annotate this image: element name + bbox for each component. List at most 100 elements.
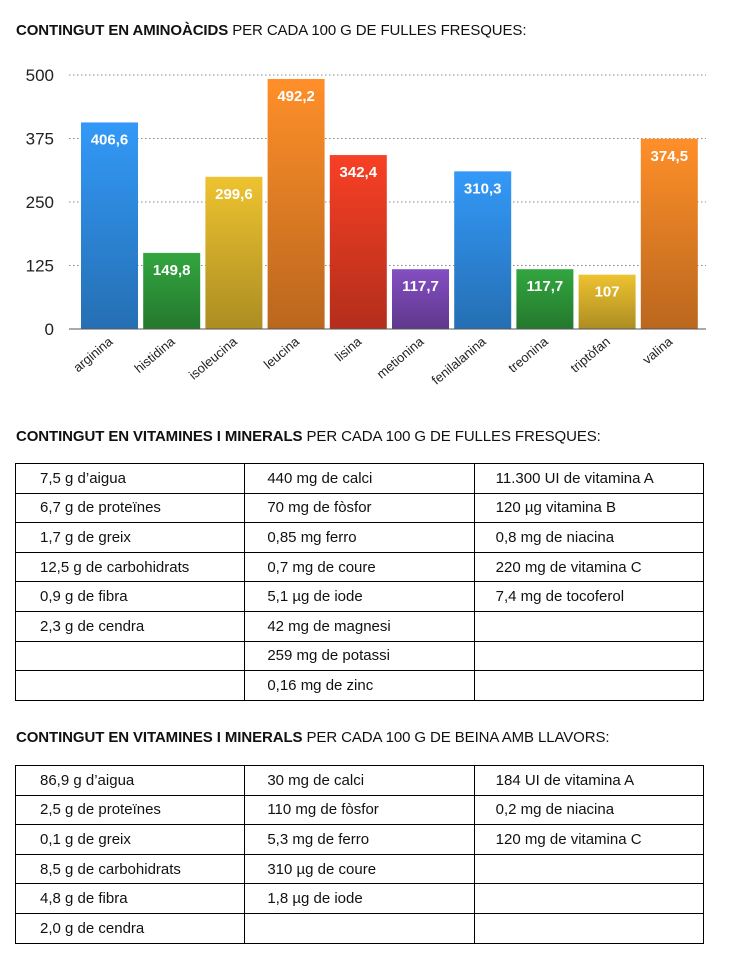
x-axis-tick-labels: arginina histidina isoleucina leucina lisina… <box>70 333 675 387</box>
table-cell: 5,3 mg de ferro <box>244 824 475 855</box>
table-cell: 259 mg de potassi <box>244 640 475 672</box>
table-cell: 0,2 mg de niacina <box>473 794 705 826</box>
table-cell: 42 mg de magnesi <box>244 610 475 642</box>
bar-value-label: 374,5 <box>651 148 689 165</box>
table-cell: 0,9 g de fibra <box>14 581 246 612</box>
amino-acids-heading: CONTINGUT EN AMINOÀCIDS PER CADA 100 G D… <box>16 22 527 39</box>
pod-vitamins-minerals-heading: CONTINGUT EN VITAMINES I MINERALS PER CA… <box>16 729 610 746</box>
x-tick-label: isoleucina <box>186 333 241 382</box>
leaves-nutrients-table: 7,5 g d’aigua 440 mg de calci 11.300 UI de… <box>14 463 705 701</box>
bar-fenilalanina <box>454 171 512 329</box>
table-cell: 7,4 mg de tocoferol <box>473 581 705 612</box>
heading-bold-part: CONTINGUT EN VITAMINES I MINERALS <box>16 428 303 445</box>
table-cell: 2,5 g de proteïnes <box>14 794 246 826</box>
x-tick-label: treonina <box>505 333 551 375</box>
table-cell: 11.300 UI de vitamina A <box>473 463 705 494</box>
heading-bold-part: CONTINGUT EN AMINOÀCIDS <box>16 22 229 39</box>
pod-nutrients-table: 86,9 g d’aigua 30 mg de calci 184 UI de vi… <box>14 765 705 944</box>
y-tick-label: 0 <box>45 320 54 339</box>
table-cell <box>473 610 705 642</box>
bar-value-label: 299,6 <box>215 186 253 203</box>
bar-value-label: 310,3 <box>464 180 502 197</box>
x-tick-label: metionina <box>374 333 427 381</box>
table-cell: 0,7 mg de coure <box>244 551 475 583</box>
table-cell: 86,9 g d’aigua <box>14 765 246 796</box>
bar-value-label: 406,6 <box>91 131 129 148</box>
table-cell: 5,1 µg de iode <box>244 581 475 612</box>
x-tick-label: leucina <box>261 333 303 371</box>
table-cell: 220 mg de vitamina C <box>473 551 705 583</box>
table-row: 2,5 g de proteïnes 110 mg de fòsfor 0,2 mg… <box>14 794 705 826</box>
bar-isoleucina <box>205 176 263 329</box>
y-tick-label: 250 <box>26 193 54 212</box>
bar-value-label: 107 <box>595 284 620 301</box>
table-cell: 120 mg de vitamina C <box>473 824 705 855</box>
x-tick-label: fenilalanina <box>429 333 490 387</box>
table-row: 7,5 g d’aigua 440 mg de calci 11.300 UI de… <box>14 463 705 494</box>
table-row: 8,5 g de carbohidrats 310 µg de coure <box>14 853 705 885</box>
table-cell: 120 µg vitamina B <box>473 492 705 524</box>
heading-bold-part: CONTINGUT EN VITAMINES I MINERALS <box>16 729 303 746</box>
table-cell: 0,85 mg ferro <box>244 522 475 553</box>
table-cell <box>473 883 705 914</box>
table-cell <box>473 853 705 885</box>
table-cell <box>244 912 475 944</box>
table-cell <box>14 640 246 672</box>
x-tick-label: arginina <box>70 333 116 375</box>
x-tick-label: valina <box>640 333 676 367</box>
table-row: 2,3 g de cendra 42 mg de magnesi <box>14 610 705 642</box>
table-cell: 8,5 g de carbohidrats <box>14 853 246 885</box>
bar-value-label: 117,7 <box>402 278 439 295</box>
bar-metionina <box>392 269 449 329</box>
table-row: 1,7 g de greix 0,85 mg ferro 0,8 mg de nia… <box>14 522 705 553</box>
table-cell: 70 mg de fòsfor <box>244 492 475 524</box>
y-tick-label: 500 <box>26 66 54 85</box>
bar-arginina <box>81 122 138 329</box>
table-cell: 184 UI de vitamina A <box>473 765 705 796</box>
table-cell: 2,3 g de cendra <box>14 610 246 642</box>
table-row: 0,9 g de fibra 5,1 µg de iode 7,4 mg de to… <box>14 581 705 612</box>
bar-triptòfan <box>578 274 636 329</box>
table-cell: 7,5 g d’aigua <box>14 463 246 494</box>
bar-value-label: 117,7 <box>527 278 564 295</box>
table-cell: 4,8 g de fibra <box>14 883 246 914</box>
table-cell <box>473 670 705 701</box>
table-cell: 1,8 µg de iode <box>244 883 475 914</box>
chart-gridlines <box>69 74 706 266</box>
table-cell: 30 mg de calci <box>244 765 475 796</box>
bar-valina <box>640 138 698 329</box>
heading-rest-part: PER CADA 100 G DE BEINA AMB LLAVORS: <box>302 729 610 746</box>
table-cell: 1,7 g de greix <box>14 522 246 553</box>
bar-value-label: 492,2 <box>277 88 315 105</box>
amino-acids-bar-chart: 0 125 250 375 500 406,6 149,8 299,6 492,2 342,4 1… <box>26 66 706 388</box>
table-row: 86,9 g d’aigua 30 mg de calci 184 UI de vi… <box>14 765 705 796</box>
chart-bars: 406,6 149,8 299,6 492,2 342,4 117,7 310,3 117,7… <box>81 78 698 329</box>
table-row: 6,7 g de proteïnes 70 mg de fòsfor 120 µg … <box>14 492 705 524</box>
table-row: 259 mg de potassi <box>14 640 705 672</box>
table-row: 0,16 mg de zinc <box>14 670 705 701</box>
heading-rest-part: PER CADA 100 G DE FULLES FRESQUES: <box>228 22 527 39</box>
bar-value-label: 149,8 <box>153 262 191 279</box>
table-cell <box>14 670 246 701</box>
table-cell: 6,7 g de proteïnes <box>14 492 246 524</box>
bar-value-label: 342,4 <box>340 164 378 181</box>
table-cell <box>473 912 705 944</box>
heading-rest-part: PER CADA 100 G DE FULLES FRESQUES: <box>302 428 601 445</box>
table-row: 12,5 g de carbohidrats 0,7 mg de coure 220… <box>14 551 705 583</box>
table-cell: 310 µg de coure <box>244 853 475 885</box>
table-cell: 0,1 g de greix <box>14 824 246 855</box>
bar-treonina <box>516 269 574 329</box>
x-tick-label: lisina <box>332 333 365 364</box>
y-axis-tick-labels: 0 125 250 375 500 <box>26 66 54 339</box>
bar-lisina <box>329 155 387 329</box>
y-tick-label: 125 <box>26 257 54 276</box>
bar-histidina <box>143 252 201 329</box>
table-cell <box>473 640 705 672</box>
table-cell: 110 mg de fòsfor <box>244 794 475 826</box>
bar-leucina <box>267 78 325 329</box>
x-tick-label: histidina <box>131 333 178 376</box>
x-tick-label: triptòfan <box>567 334 613 376</box>
table-row: 4,8 g de fibra 1,8 µg de iode <box>14 883 705 914</box>
leaves-vitamins-minerals-heading: CONTINGUT EN VITAMINES I MINERALS PER CA… <box>16 428 601 445</box>
table-cell: 2,0 g de cendra <box>14 912 246 944</box>
